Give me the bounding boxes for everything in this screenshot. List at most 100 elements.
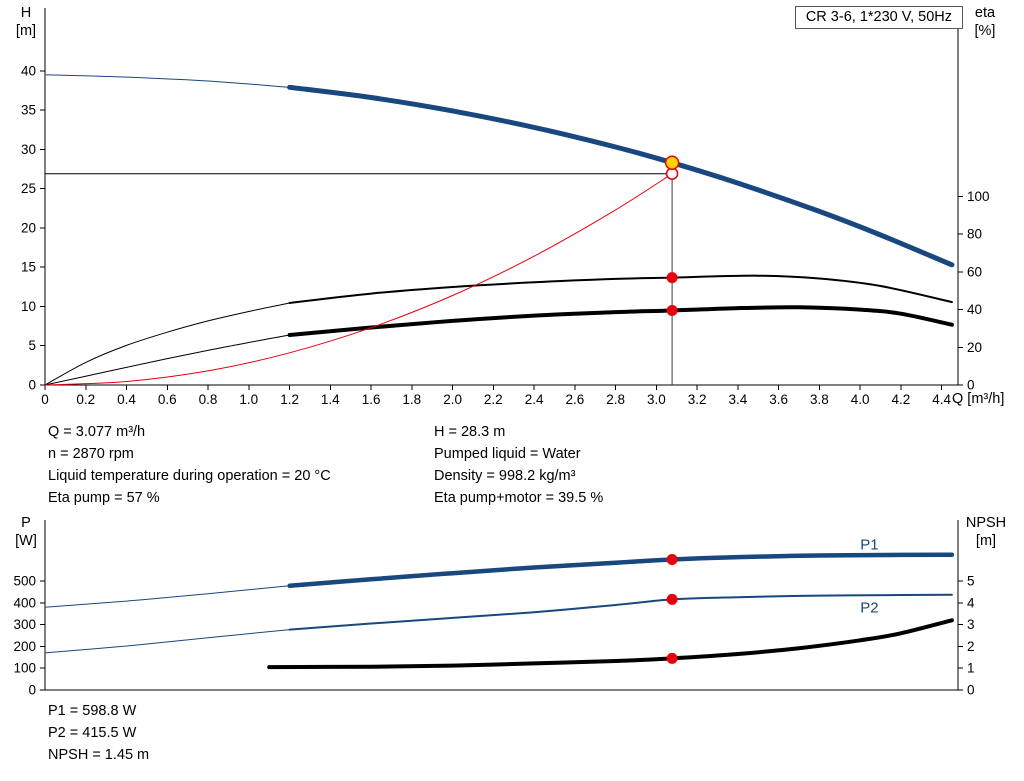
svg-text:4.2: 4.2 xyxy=(892,392,911,407)
npsh-axis-symbol: NPSH xyxy=(965,515,1007,531)
npsh-curve xyxy=(267,618,954,670)
p-axis-unit: [W] xyxy=(15,533,37,549)
eta-pump-motor-extension xyxy=(44,334,291,386)
q-axis-title: Q [m³/h] xyxy=(952,391,1005,407)
svg-text:0: 0 xyxy=(28,683,36,698)
power-data: P1 = 598.8 W P2 = 415.5 W NPSH = 1.45 m xyxy=(48,700,149,766)
h-axis-symbol: H xyxy=(20,5,32,21)
npsh-axis-unit: [m] xyxy=(975,533,997,549)
power-npsh-chart: 0 100 200 300 400 500 0 1 2 3 4 5 P1 P2 xyxy=(13,520,975,698)
svg-text:5: 5 xyxy=(967,574,975,589)
annotation-p1: P1 = 598.8 W xyxy=(48,703,137,719)
p-axis-title: P [W] xyxy=(8,514,44,550)
svg-text:0: 0 xyxy=(967,378,975,393)
operating-data-left: Q = 3.077 m³/h n = 2870 rpm Liquid tempe… xyxy=(48,421,331,509)
h-axis-title: H [m] xyxy=(8,4,44,40)
svg-text:1.8: 1.8 xyxy=(402,392,421,407)
svg-text:0.2: 0.2 xyxy=(76,392,95,407)
svg-text:0.8: 0.8 xyxy=(199,392,218,407)
pump-model-box: CR 3-6, 1*230 V, 50Hz xyxy=(794,6,963,29)
svg-text:1.2: 1.2 xyxy=(280,392,299,407)
svg-text:3.4: 3.4 xyxy=(729,392,748,407)
svg-text:2: 2 xyxy=(967,639,975,654)
svg-text:0: 0 xyxy=(967,683,975,698)
p1-curve xyxy=(287,552,955,589)
svg-text:2.4: 2.4 xyxy=(525,392,544,407)
operating-data-right: H = 28.3 m Pumped liquid = Water Density… xyxy=(434,421,603,509)
annotation-liquid: Pumped liquid = Water xyxy=(434,446,581,462)
svg-text:0: 0 xyxy=(28,378,36,393)
svg-text:3.0: 3.0 xyxy=(647,392,666,407)
eta-axis-title: eta [%] xyxy=(962,4,1008,40)
p-axis-symbol: P xyxy=(21,515,31,531)
svg-text:300: 300 xyxy=(13,617,36,632)
eta-pump-point xyxy=(666,272,678,284)
svg-text:200: 200 xyxy=(13,639,36,654)
svg-text:30: 30 xyxy=(21,142,36,157)
svg-text:4.4: 4.4 xyxy=(932,392,951,407)
eta-pump-motor-curve xyxy=(287,305,954,337)
p1-series-label: P1 xyxy=(860,536,878,553)
svg-text:2.6: 2.6 xyxy=(566,392,585,407)
svg-text:40: 40 xyxy=(967,302,982,317)
h-axis-unit: [m] xyxy=(15,23,37,39)
eta-axis-unit: [%] xyxy=(974,23,996,39)
svg-text:500: 500 xyxy=(13,574,36,589)
eta-pump-curve xyxy=(288,274,953,304)
pump-curve-extension xyxy=(44,74,291,88)
system-curve xyxy=(44,173,673,386)
annotation-flow: Q = 3.077 m³/h xyxy=(48,424,146,440)
npsh-axis-title: NPSH [m] xyxy=(955,514,1017,550)
svg-text:2.0: 2.0 xyxy=(443,392,462,407)
svg-text:3.6: 3.6 xyxy=(769,392,788,407)
eta-pump-extension xyxy=(44,302,291,386)
annotation-temperature: Liquid temperature during operation = 20… xyxy=(48,468,331,484)
p2-point xyxy=(666,593,678,605)
p2-extension xyxy=(44,629,291,654)
svg-text:10: 10 xyxy=(21,299,36,314)
svg-text:2.8: 2.8 xyxy=(606,392,625,407)
svg-text:80: 80 xyxy=(967,227,982,242)
svg-text:3: 3 xyxy=(967,617,975,632)
p1-extension xyxy=(44,585,291,608)
svg-text:60: 60 xyxy=(967,264,982,279)
annotation-speed: n = 2870 rpm xyxy=(48,446,134,462)
svg-text:1.0: 1.0 xyxy=(239,392,258,407)
svg-text:35: 35 xyxy=(21,103,36,118)
annotation-head: H = 28.3 m xyxy=(434,424,506,440)
annotation-density: Density = 998.2 kg/m³ xyxy=(434,468,576,484)
qh-eta-chart: 0 0.2 0.4 0.6 0.8 1.0 1.2 1.4 1.6 1.8 2.0 2.2 2.4 2.6… xyxy=(21,8,990,407)
svg-text:4.0: 4.0 xyxy=(851,392,870,407)
svg-text:100: 100 xyxy=(13,661,36,676)
annotation-eta-pump-motor: Eta pump+motor = 39.5 % xyxy=(434,490,604,506)
annotation-npsh: NPSH = 1.45 m xyxy=(48,747,150,763)
annotation-p2: P2 = 415.5 W xyxy=(48,725,137,741)
svg-text:5: 5 xyxy=(28,338,36,353)
svg-text:2.2: 2.2 xyxy=(484,392,503,407)
npsh-point xyxy=(666,652,678,664)
svg-text:400: 400 xyxy=(13,595,36,610)
eta-pump-motor-point xyxy=(666,305,678,316)
annotation-eta-pump: Eta pump = 57 % xyxy=(48,490,160,506)
operating-point xyxy=(664,155,680,170)
pump-curve xyxy=(287,84,955,268)
svg-text:0.4: 0.4 xyxy=(117,392,136,407)
svg-text:40: 40 xyxy=(21,63,36,78)
p1-point xyxy=(666,554,678,565)
p2-curve xyxy=(288,593,953,631)
svg-text:1: 1 xyxy=(967,661,975,676)
svg-text:15: 15 xyxy=(21,260,36,275)
svg-text:0.6: 0.6 xyxy=(158,392,177,407)
eta-axis-symbol: eta xyxy=(974,5,996,21)
p2-series-label: P2 xyxy=(860,600,878,617)
svg-text:4: 4 xyxy=(967,595,975,610)
svg-text:25: 25 xyxy=(21,181,36,196)
svg-text:1.4: 1.4 xyxy=(321,392,340,407)
svg-text:100: 100 xyxy=(967,189,990,204)
svg-text:1.6: 1.6 xyxy=(362,392,381,407)
svg-text:3.2: 3.2 xyxy=(688,392,707,407)
svg-text:3.8: 3.8 xyxy=(810,392,829,407)
svg-text:0: 0 xyxy=(41,392,49,407)
